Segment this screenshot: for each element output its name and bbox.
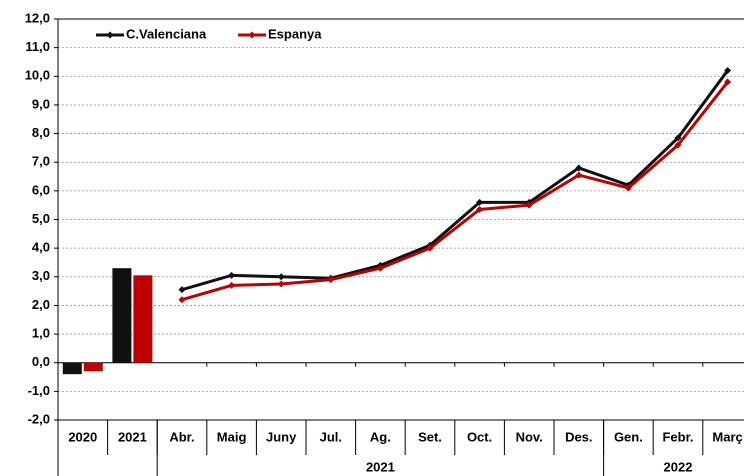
point — [228, 271, 236, 279]
legend-marker — [248, 31, 256, 39]
point — [178, 286, 186, 294]
x-tick-label: 2021 — [118, 429, 147, 444]
point — [277, 280, 285, 288]
legend-marker — [106, 31, 114, 39]
point — [674, 134, 682, 142]
group-label: 2021 — [366, 459, 395, 474]
y-tick-label: 7,0 — [32, 154, 50, 169]
x-tick-label: Gen. — [614, 429, 643, 444]
x-tick-label: Maig — [217, 429, 247, 444]
y-tick-label: 11,0 — [25, 39, 50, 54]
line — [181, 81, 729, 302]
x-tick-label: Març — [712, 429, 742, 444]
x-tick-label: Jul. — [320, 429, 342, 444]
bar — [83, 362, 103, 372]
point — [724, 78, 732, 86]
point — [575, 171, 583, 179]
y-tick-label: 1,0 — [32, 326, 50, 341]
y-tick-label: 4,0 — [32, 240, 50, 255]
point — [575, 164, 583, 172]
point — [476, 205, 484, 213]
x-tick-label: Juny — [266, 429, 297, 444]
legend-label: C.Valenciana — [126, 26, 207, 41]
x-tick-label: Abr. — [169, 429, 194, 444]
line — [181, 69, 729, 292]
legend-label: Espanya — [268, 26, 322, 41]
bar — [112, 268, 132, 363]
point — [674, 141, 682, 149]
y-tick-label: 9,0 — [32, 96, 50, 111]
point — [277, 273, 285, 281]
point — [624, 184, 632, 192]
y-tick-label: 12,0 — [25, 10, 50, 25]
point — [724, 67, 732, 75]
y-tick-label: 10,0 — [25, 68, 50, 83]
point — [525, 201, 533, 209]
x-tick-label: Oct. — [467, 429, 492, 444]
point — [228, 281, 236, 289]
x-tick-label: Ag. — [370, 429, 391, 444]
x-tick-label: Febr. — [662, 429, 693, 444]
y-tick-label: 3,0 — [32, 268, 50, 283]
bar — [62, 362, 82, 375]
y-tick-label: 2,0 — [32, 297, 50, 312]
y-tick-label: 0,0 — [32, 354, 50, 369]
point — [376, 264, 384, 272]
y-tick-label: 6,0 — [32, 182, 50, 197]
x-tick-label: Set. — [418, 429, 442, 444]
point — [327, 276, 335, 284]
point — [426, 244, 434, 252]
point — [178, 296, 186, 304]
y-tick-label: -2,0 — [28, 411, 50, 426]
x-tick-label: Nov. — [516, 429, 543, 444]
point — [476, 198, 484, 206]
y-tick-label: -1,0 — [28, 383, 50, 398]
x-tick-label: 2020 — [68, 429, 97, 444]
bar — [133, 275, 153, 363]
group-label: 2022 — [664, 459, 693, 474]
y-tick-label: 8,0 — [32, 125, 50, 140]
x-tick-label: Des. — [565, 429, 592, 444]
y-tick-label: 5,0 — [32, 211, 50, 226]
